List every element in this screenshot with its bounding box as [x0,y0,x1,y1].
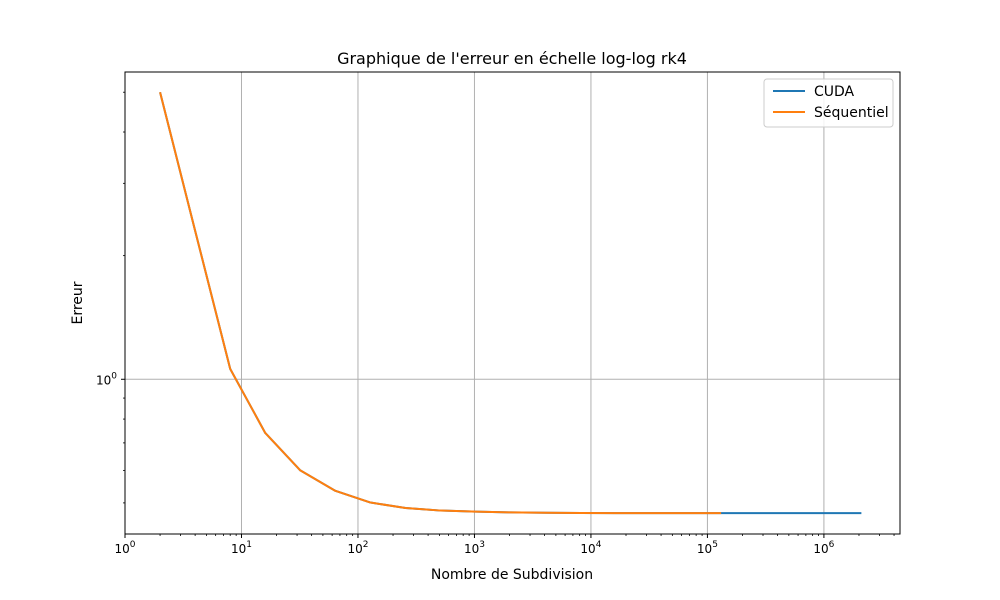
y-axis-label: Erreur [70,281,86,324]
x-axis-label: Nombre de Subdivision [431,567,593,583]
y-tick-label: 100 [96,371,117,387]
legend: CUDA Séquentiel [763,78,894,128]
series-line-1 [159,91,722,515]
chart-title: Graphique de l'erreur en échelle log-log… [337,49,687,68]
legend-label-sequentiel: Séquentiel [814,105,889,121]
series-layer [159,91,862,515]
legend-label-cuda: CUDA [814,84,855,100]
plot-frame [124,71,901,535]
y-axis: 100 [96,91,125,504]
